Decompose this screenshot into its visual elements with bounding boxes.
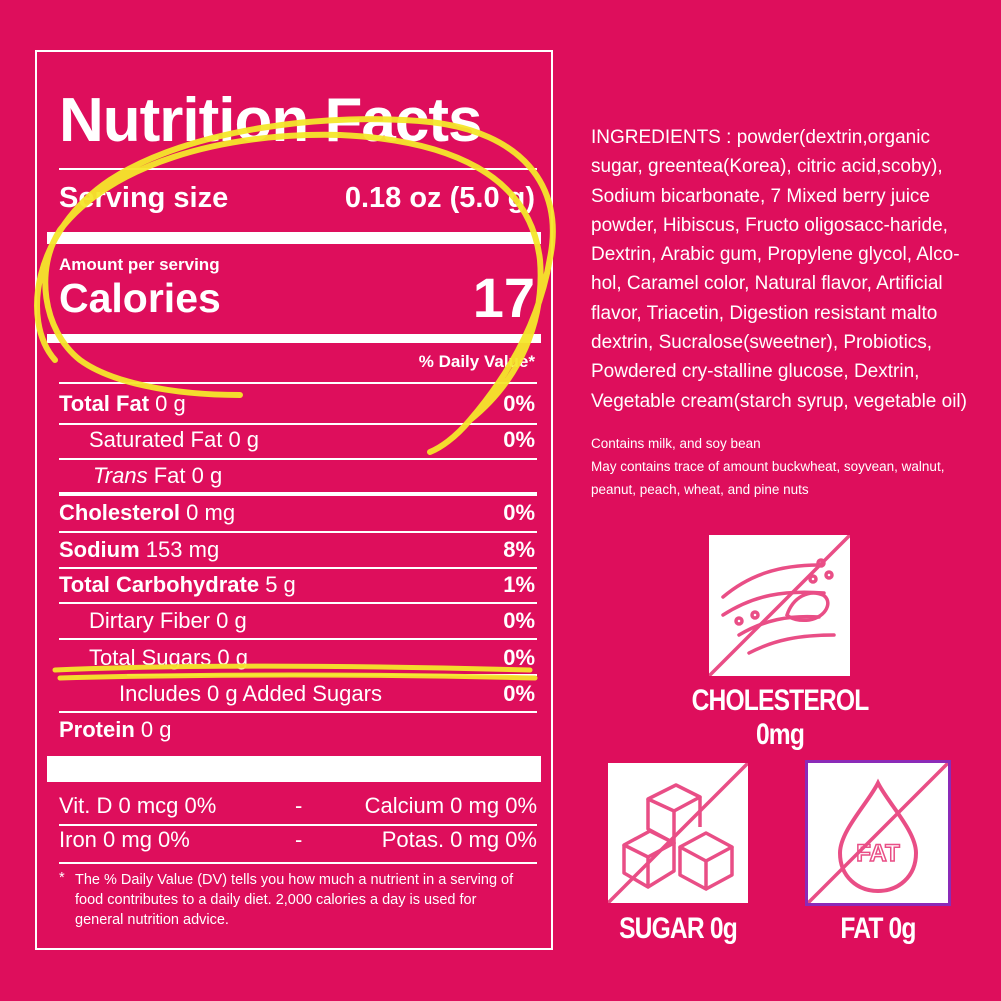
divider (59, 168, 537, 170)
divider (59, 567, 537, 569)
fat-icon-text: FAT (856, 840, 900, 867)
allergen-info: Contains milk, and soy bean May contains… (591, 432, 981, 501)
nutrient-amount: 0 g (140, 717, 172, 742)
nutrient-label: Total Sugars (89, 645, 212, 670)
cholesterol-icon (709, 535, 850, 676)
nutrient-pct: 0% (503, 608, 535, 633)
amount-per-serving: Amount per serving (59, 255, 220, 274)
cholesterol-badge-label: CHOLESTEROL 0mg (691, 684, 870, 751)
nutrient-amount: 5 g (265, 572, 296, 597)
separator-dash: - (295, 827, 303, 852)
nutrient-pct: 0% (503, 645, 535, 670)
sugar-cubes-icon (608, 763, 748, 903)
calcium: Calcium 0 mg 0% (364, 793, 537, 818)
highlight-circle (34, 116, 556, 455)
nutrient-pct: 1% (503, 572, 535, 597)
divider (59, 602, 537, 604)
nutrient-label: Saturated Fat (89, 427, 223, 452)
nutrient-label-italic: Trans (93, 463, 148, 488)
sugar-badge-label: SUGAR 0g (619, 912, 738, 945)
separator-dash: - (295, 793, 303, 818)
divider (59, 492, 537, 496)
fat-drop-icon: FAT (805, 760, 951, 906)
nutrient-pct: 0% (503, 500, 535, 525)
divider (59, 458, 537, 460)
nutrient-label: Total Carbohydrate (59, 572, 260, 597)
divider (59, 711, 537, 713)
nutrient-pct: 0% (503, 427, 535, 452)
nutrient-pct: 8% (503, 537, 535, 562)
nutrient-amount: 0 g (216, 608, 247, 633)
nutrient-pct: 0% (503, 681, 535, 706)
nutrient-pct: 0% (503, 391, 535, 416)
divider (59, 638, 537, 640)
nutrient-label: Protein (59, 717, 135, 742)
nutrient-label: Total Fat (59, 391, 150, 416)
fat-badge-label: FAT 0g (840, 912, 916, 945)
nutrient-amount: 0 g (155, 391, 186, 416)
nutrient-amount: 0 g (228, 427, 260, 452)
ingredients-label: INGREDIENTS (591, 127, 721, 148)
allergen-contains: Contains milk, and soy bean (591, 436, 761, 451)
nutrient-amount: 0 g (217, 645, 249, 670)
calories-label: Calories (59, 275, 221, 321)
calories-value: 17 (472, 266, 535, 329)
footnote-star: * (59, 870, 65, 886)
highlight-underline (52, 663, 538, 681)
divider (59, 531, 537, 533)
divider (59, 423, 537, 425)
footnote: The % Daily Value (DV) tells you how muc… (75, 872, 514, 928)
potassium: Potas. 0 mg 0% (381, 827, 537, 852)
ingredients-text: INGREDIENTS : powder(dextrin,organic sug… (591, 123, 981, 416)
nutrient-label: Sodium (59, 537, 140, 562)
nutrient-amount: 0 mg (186, 500, 236, 525)
divider (59, 862, 537, 864)
thick-divider (47, 334, 541, 343)
thick-divider (47, 232, 541, 244)
nutrient-label: Includes 0 g Added Sugars (119, 681, 382, 706)
ingredients-list: : powder(dextrin,organic sugar, greentea… (591, 127, 967, 412)
nutrient-amount: 0 g (191, 463, 223, 488)
allergen-may-contain: May contains trace of amount buckwheat, … (591, 459, 945, 497)
vitamin-d: Vit. D 0 mcg 0% (59, 793, 217, 818)
nutrient-label: Fat (153, 463, 186, 488)
nutrient-label: Dirtary Fiber (89, 608, 211, 633)
divider (59, 824, 537, 826)
iron: Iron 0 mg 0% (59, 827, 190, 852)
divider (59, 382, 537, 384)
nutrient-label: Cholesterol (59, 500, 181, 525)
thick-divider (47, 756, 541, 782)
nutrient-amount: 153 mg (145, 537, 220, 562)
